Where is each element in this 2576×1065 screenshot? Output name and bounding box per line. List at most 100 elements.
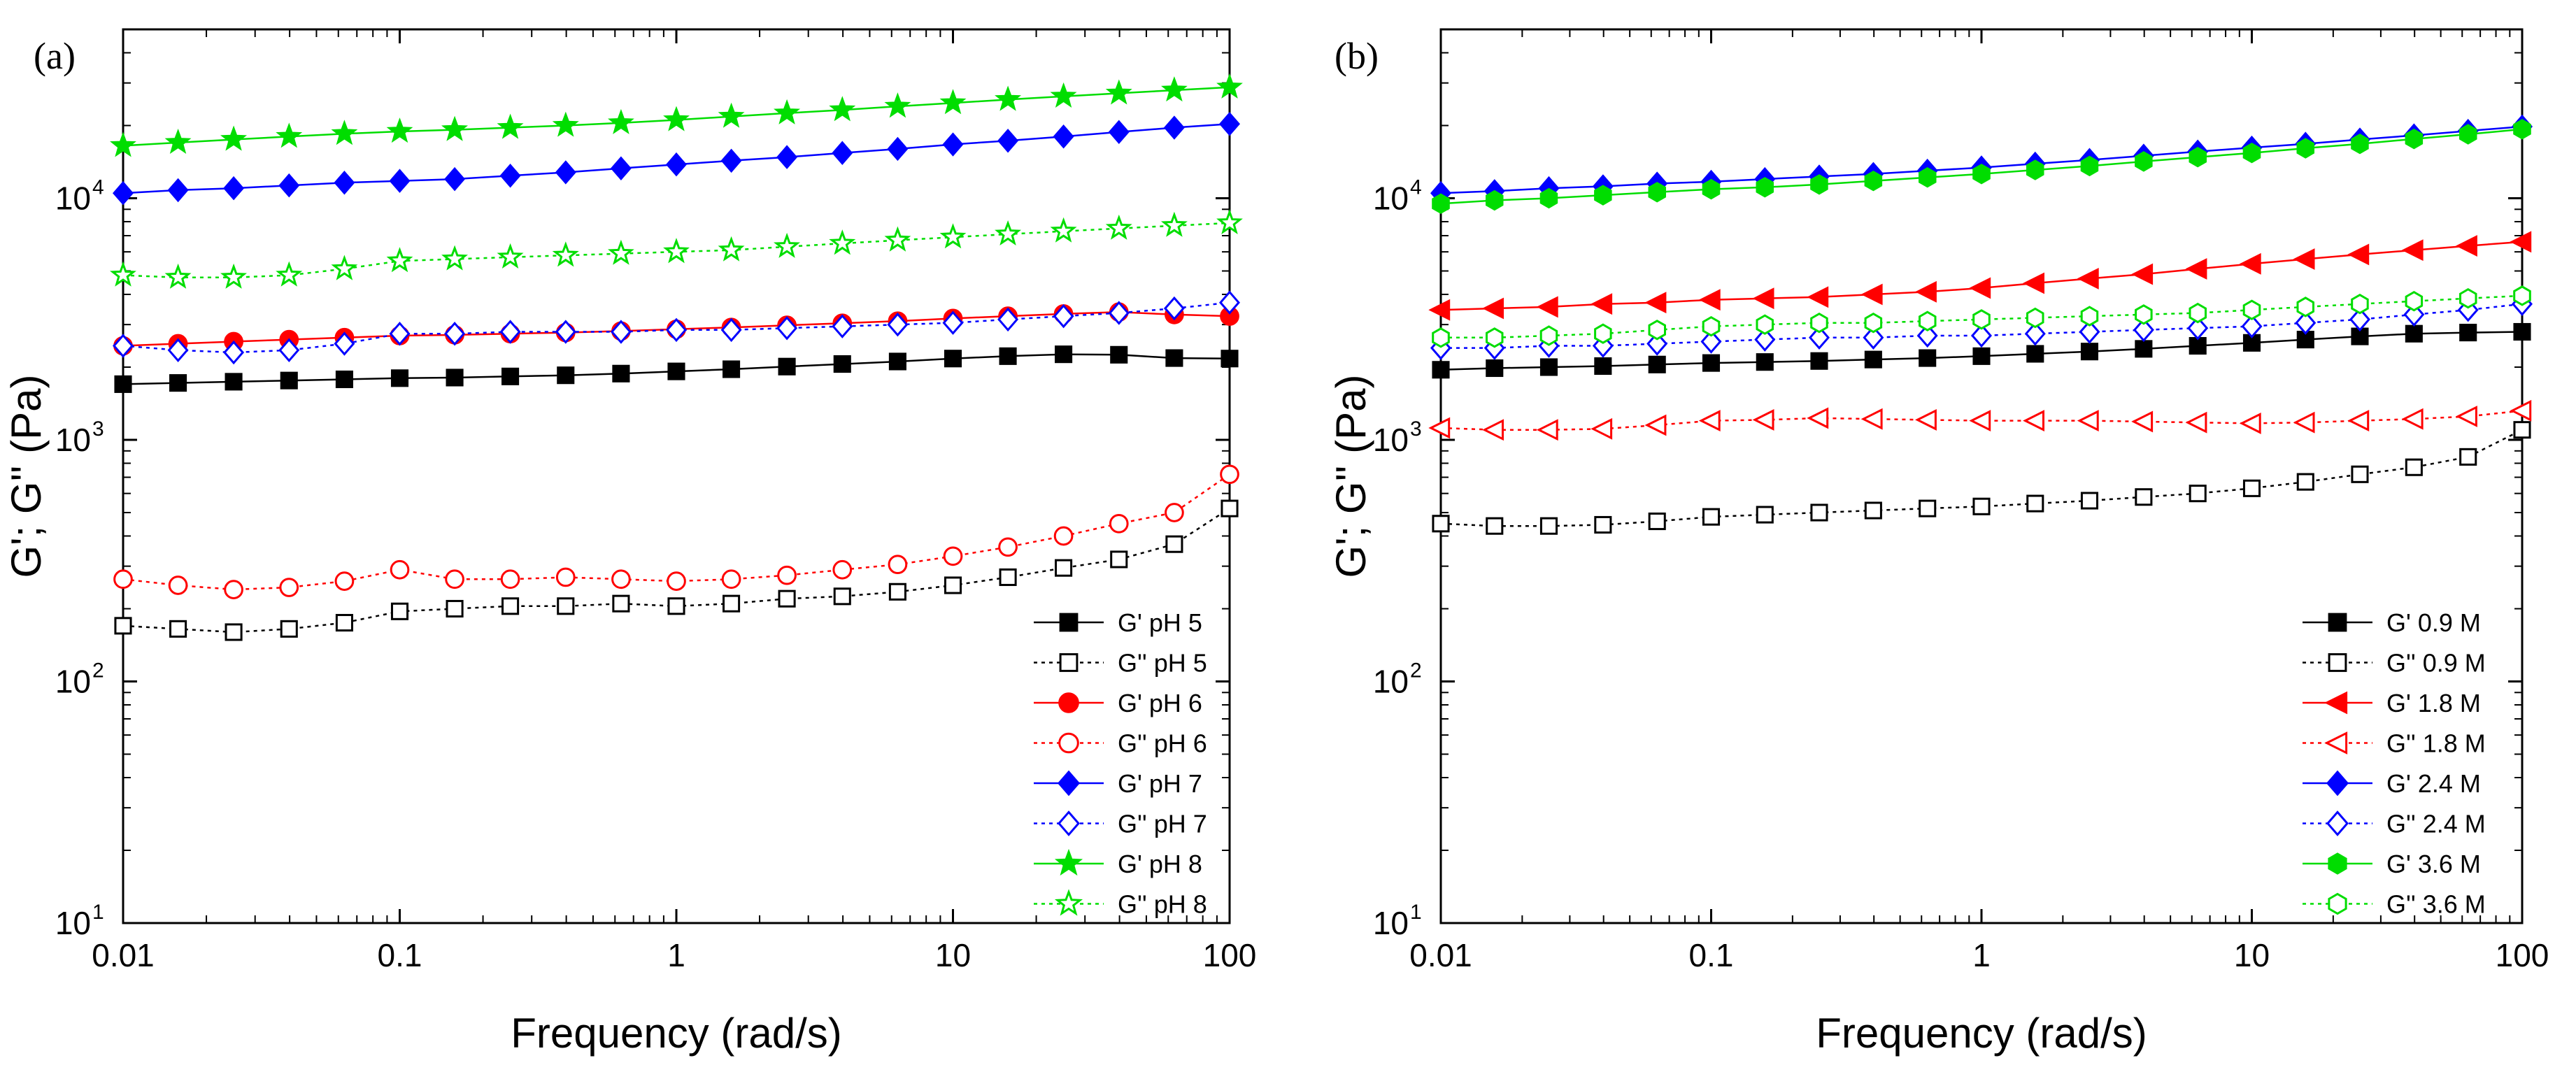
data-point: [778, 357, 796, 376]
data-point: [113, 334, 134, 358]
x-tick-label: 0.01: [92, 937, 155, 973]
data-point: [718, 102, 745, 128]
data-point: [334, 331, 355, 356]
legend-item: G'' pH 6: [1034, 729, 1207, 758]
data-point: [1972, 347, 1991, 365]
legend-marker: [2326, 810, 2349, 836]
data-point: [444, 166, 466, 192]
data-point: [2459, 324, 2477, 342]
data-point: [887, 312, 909, 337]
data-point: [939, 223, 967, 249]
y-tick-exponent: 3: [1410, 417, 1422, 441]
data-point: [2241, 314, 2263, 338]
data-point: [1594, 185, 1612, 206]
data-point: [1752, 287, 1774, 310]
legend-label: G'' 0.9 M: [2386, 649, 2486, 678]
legend-label: G'' pH 8: [1118, 890, 1207, 919]
data-point: [721, 569, 741, 589]
data-point: [884, 92, 911, 118]
series-2: [1428, 231, 2532, 321]
legend-item: G' 1.8 M: [2303, 689, 2481, 717]
data-point: [1110, 550, 1128, 569]
x-tick-label: 0.1: [1689, 937, 1734, 973]
data-point: [610, 320, 632, 344]
data-point: [1482, 297, 1504, 320]
data-point: [2351, 293, 2369, 315]
data-point: [666, 152, 687, 177]
data-point: [1807, 286, 1829, 308]
data-point: [833, 355, 851, 373]
data-point: [1428, 299, 1451, 321]
data-point: [1161, 76, 1188, 102]
data-point: [279, 578, 299, 597]
data-point: [2026, 159, 2044, 180]
data-point: [552, 111, 579, 137]
data-point: [335, 613, 353, 632]
y-tick-exponent: 2: [1410, 659, 1422, 682]
data-point: [1486, 517, 1504, 535]
y-axis-title: G'; G'' (Pa): [1328, 374, 1374, 578]
data-point: [276, 122, 303, 148]
legend-label: G' 2.4 M: [2386, 769, 2481, 798]
data-point: [1972, 309, 1991, 330]
data-point: [1644, 414, 1667, 436]
data-point: [113, 180, 134, 206]
data-point: [1053, 124, 1074, 149]
data-point: [723, 594, 741, 613]
data-point: [1810, 503, 1828, 522]
data-point: [501, 597, 520, 615]
data-point: [1702, 178, 1721, 200]
data-point: [389, 169, 411, 193]
data-point: [774, 232, 801, 258]
data-point: [1486, 190, 1504, 211]
data-point: [386, 247, 413, 273]
data-point: [720, 148, 742, 173]
data-point: [1591, 293, 1613, 315]
y-tick-label: 10: [55, 180, 91, 216]
data-point: [1698, 289, 1721, 311]
data-point: [223, 340, 245, 365]
data-point: [499, 320, 521, 344]
data-point: [2189, 336, 2207, 355]
data-point: [832, 314, 853, 338]
data-point: [1539, 187, 1558, 209]
data-point: [2077, 267, 2099, 290]
data-point: [1163, 115, 1185, 140]
x-tick-label: 1: [667, 937, 685, 973]
data-point: [500, 569, 520, 589]
legend-item: G' pH 5: [1034, 608, 1202, 637]
data-point: [167, 338, 189, 362]
legend-marker: [1054, 889, 1083, 916]
data-point: [1594, 515, 1612, 534]
legend-label: G'' pH 5: [1118, 649, 1207, 678]
data-point: [1919, 499, 1937, 517]
data-point: [720, 317, 742, 343]
y-tick-exponent: 3: [92, 417, 104, 441]
data-point: [1756, 353, 1774, 371]
legend-label: G'' 2.4 M: [2386, 810, 2486, 838]
data-point: [2189, 485, 2207, 503]
data-point: [2459, 124, 2477, 145]
data-point: [1972, 497, 1991, 515]
data-point: [2133, 317, 2154, 343]
data-point: [1109, 513, 1129, 534]
data-point: [1863, 325, 1884, 350]
data-point: [829, 229, 856, 255]
data-point: [497, 243, 524, 269]
data-point: [444, 322, 466, 346]
data-point: [168, 576, 188, 595]
series-5: [113, 290, 1240, 365]
data-point: [278, 338, 300, 362]
data-point: [335, 370, 353, 389]
data-point: [1864, 350, 1882, 369]
data-point: [999, 347, 1017, 365]
legend-label: G'' 3.6 M: [2386, 890, 2486, 919]
legend-marker: [2324, 691, 2348, 715]
data-point: [114, 375, 132, 393]
data-point: [2135, 304, 2153, 325]
data-point: [555, 160, 576, 185]
data-point: [778, 589, 796, 608]
y-tick-exponent: 1: [92, 901, 104, 924]
data-point: [1110, 345, 1128, 364]
